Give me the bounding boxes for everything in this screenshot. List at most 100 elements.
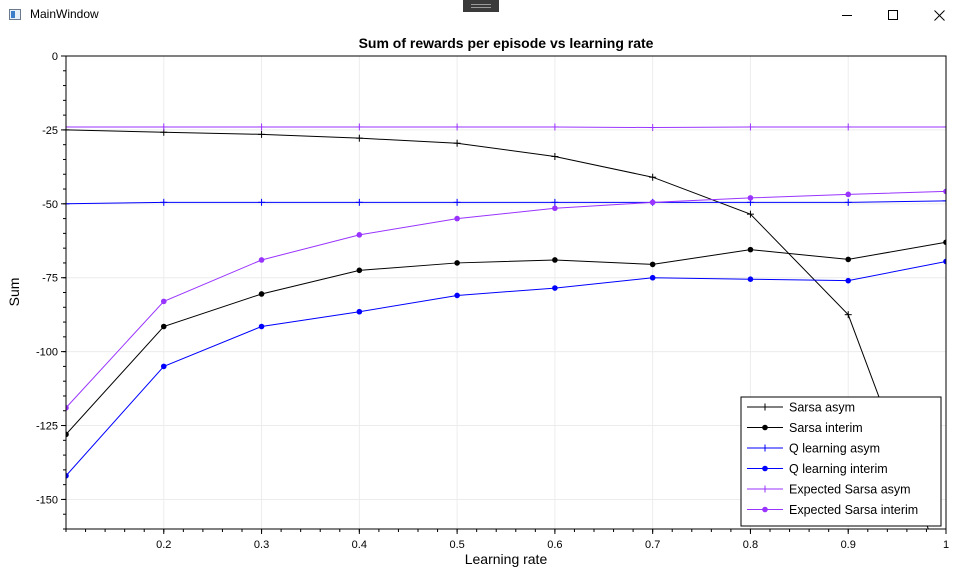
series-expected-sarsa-interim: [66, 188, 946, 411]
data-point: [356, 267, 363, 274]
data-point: [66, 123, 70, 131]
series-expected-sarsa-asym: [66, 123, 946, 132]
data-point: [66, 472, 69, 479]
data-point: [258, 198, 266, 206]
x-tick-label: 1: [943, 539, 949, 551]
legend-label: Expected Sarsa asym: [789, 483, 911, 497]
data-point: [746, 210, 754, 218]
data-point: [943, 188, 946, 195]
data-point: [845, 256, 852, 263]
data-point: [356, 232, 363, 238]
data-point: [258, 291, 265, 297]
x-axis-label: Learning rate: [465, 551, 548, 567]
data-point: [66, 431, 69, 438]
legend-marker: [761, 403, 769, 411]
data-point: [258, 257, 265, 263]
legend-label: Q learning interim: [789, 462, 888, 476]
data-point: [355, 198, 363, 206]
data-point: [844, 311, 852, 319]
legend-item: Q learning interim: [747, 462, 888, 476]
y-tick-label: -25: [42, 125, 58, 137]
y-axis-label: Sum: [6, 278, 22, 307]
data-point: [160, 363, 167, 370]
data-point: [844, 123, 852, 131]
x-tick-label: 0.7: [645, 539, 660, 551]
series-q-learning-interim: [66, 258, 946, 479]
axis-ticks: 0.2 0.3 0.4 0.5 0.6 0.7 0.8 0.9 1 0 -25 -50 -75 -100 -…: [36, 51, 949, 551]
data-point: [552, 285, 558, 291]
y-tick-label: -50: [42, 199, 58, 211]
legend-marker: [762, 465, 768, 472]
data-point: [454, 215, 460, 222]
chart-title: Sum of rewards per episode vs learning r…: [359, 35, 654, 51]
x-tick-label: 0.6: [547, 539, 562, 551]
data-point: [845, 277, 852, 284]
title-bar-grip-handle[interactable]: [463, 0, 499, 12]
series-line: [66, 241, 946, 435]
series-sarsa-interim: [66, 239, 946, 438]
series-layer: [66, 123, 946, 529]
close-button[interactable]: [916, 0, 962, 30]
series-q-learning-asym: [66, 197, 946, 208]
x-tick-label: 0.9: [841, 539, 856, 551]
series-line: [66, 200, 946, 205]
data-point: [747, 246, 754, 253]
data-point: [552, 257, 558, 263]
maximize-button[interactable]: [870, 0, 916, 30]
data-point: [649, 173, 657, 181]
data-point: [552, 205, 558, 212]
data-point: [943, 258, 946, 265]
data-point: [551, 198, 559, 206]
legend-item: Sarsa interim: [747, 421, 863, 435]
legend-label: Sarsa asym: [789, 401, 855, 415]
data-point: [355, 123, 363, 131]
data-point: [160, 123, 168, 131]
data-point: [551, 123, 559, 131]
data-point: [356, 308, 363, 315]
legend-marker: [761, 485, 769, 493]
data-point: [66, 404, 69, 411]
window-title: MainWindow: [30, 7, 99, 21]
data-point: [160, 323, 167, 330]
data-point: [454, 260, 460, 266]
title-bar: MainWindow: [0, 0, 962, 30]
data-point: [160, 298, 167, 305]
series-line: [66, 126, 946, 129]
line-chart: Sum of rewards per episode vs learning r…: [6, 35, 949, 567]
data-point: [160, 198, 168, 206]
legend-item: Expected Sarsa asym: [747, 483, 911, 497]
data-point: [66, 200, 70, 208]
legend-marker: [762, 424, 768, 431]
app-window-icon: [9, 9, 21, 20]
minimize-button[interactable]: [824, 0, 870, 30]
y-tick-label: -75: [42, 273, 58, 285]
y-tick-label: -125: [36, 421, 58, 433]
series-sarsa-asym: [66, 126, 929, 529]
minimize-icon: [842, 15, 852, 16]
maximize-icon: [888, 10, 898, 20]
series-line: [66, 260, 946, 477]
data-point: [747, 276, 754, 282]
legend-marker: [761, 444, 769, 452]
data-point: [453, 139, 461, 147]
data-point: [258, 123, 266, 131]
legend: Sarsa asym Sarsa interim Q learning asym Q …: [740, 396, 942, 527]
legend-item: Expected Sarsa interim: [747, 503, 918, 517]
legend-label: Q learning asym: [789, 442, 880, 456]
data-point: [649, 274, 656, 281]
x-tick-label: 0.4: [352, 539, 367, 551]
data-point: [551, 153, 559, 161]
legend-marker: [762, 506, 768, 513]
data-point: [942, 197, 946, 205]
data-point: [649, 124, 657, 132]
series-line: [66, 129, 929, 529]
legend-item: Q learning asym: [747, 442, 880, 456]
data-point: [746, 123, 754, 131]
legend-box: [740, 396, 942, 527]
y-tick-label: -100: [36, 347, 58, 359]
data-point: [845, 191, 852, 198]
data-point: [844, 198, 852, 206]
data-point: [454, 292, 460, 299]
data-point: [66, 126, 70, 134]
close-icon: [934, 10, 945, 21]
